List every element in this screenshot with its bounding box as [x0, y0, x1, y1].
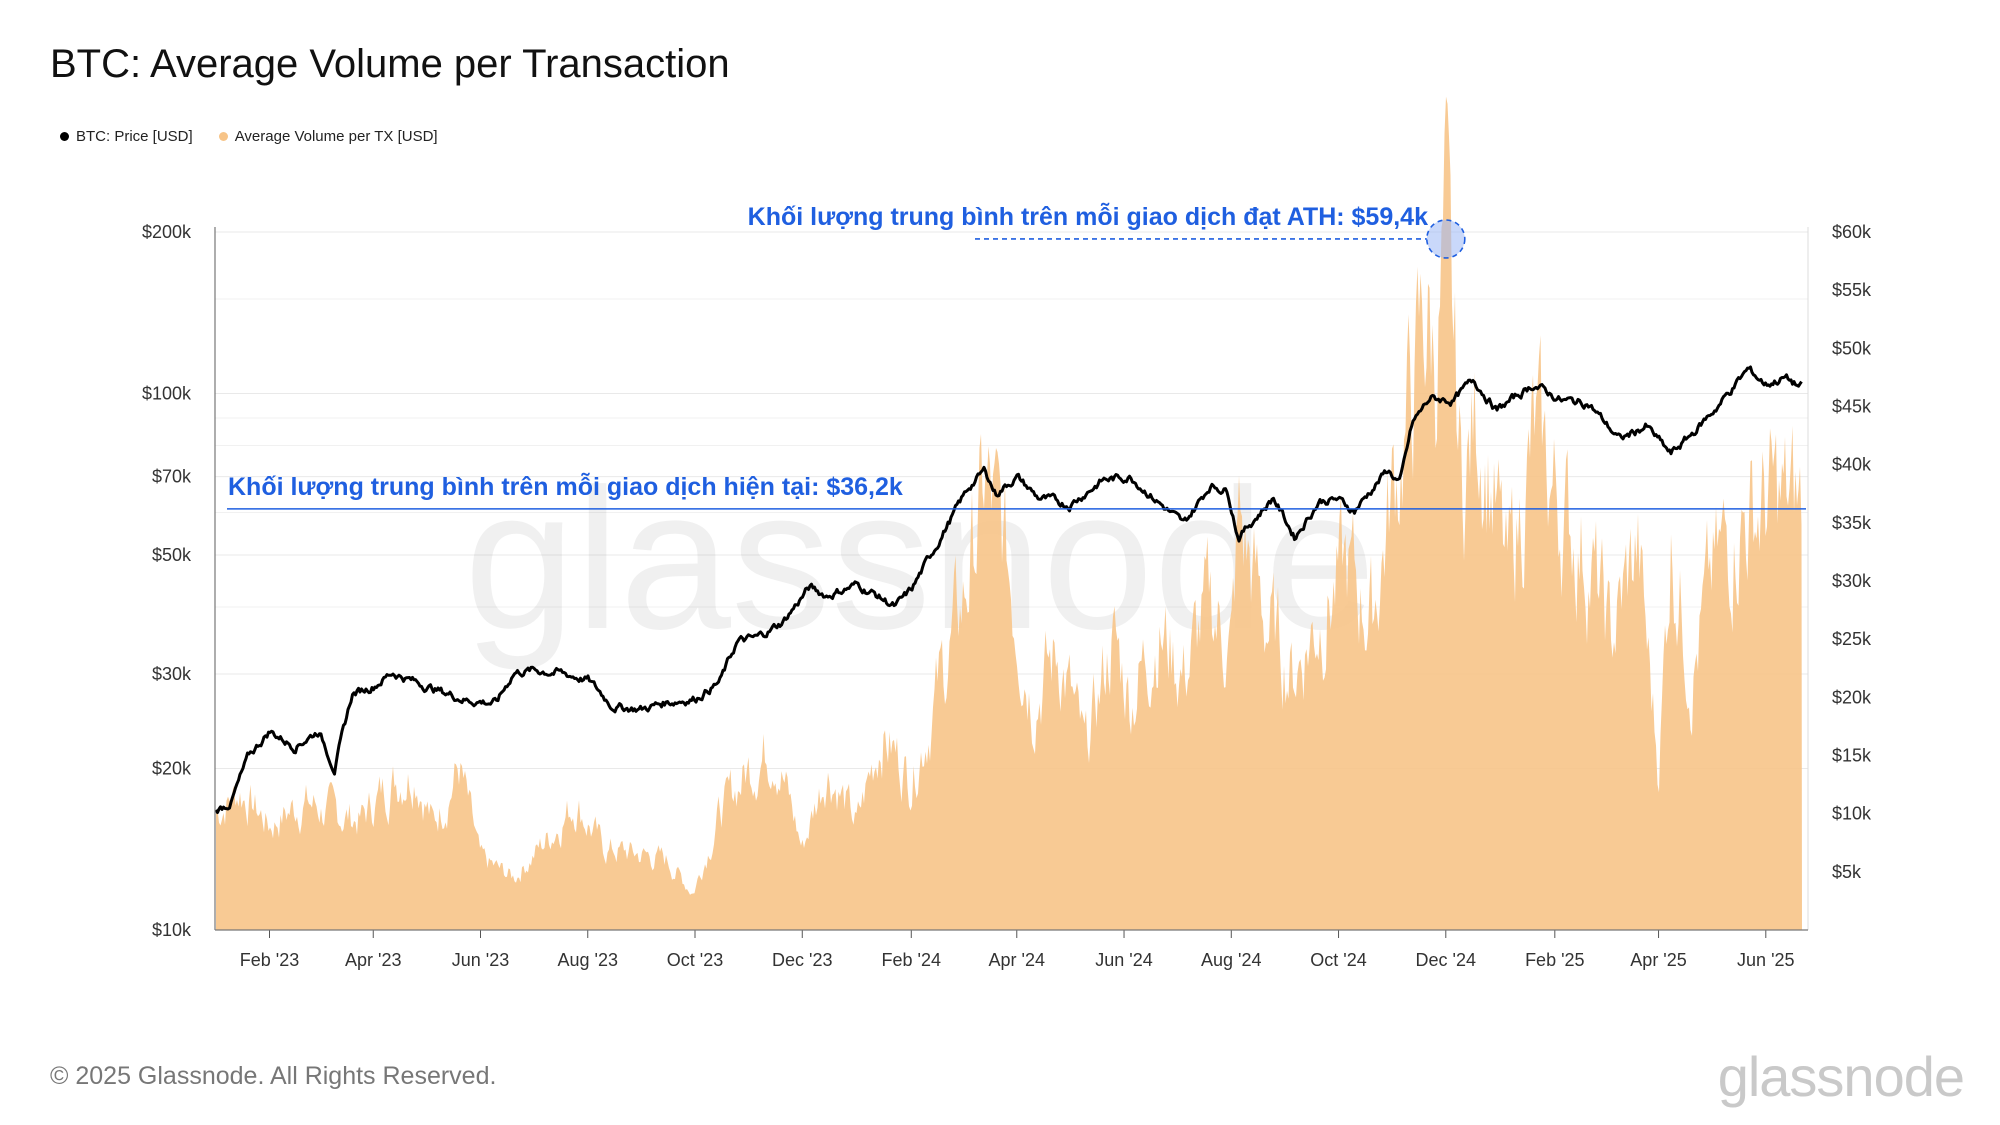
x-tick-label: Apr '23 [345, 950, 401, 970]
y-left-tick-label: $30k [152, 664, 192, 684]
y-left-tick-label: $10k [152, 920, 192, 940]
x-tick-label: Dec '23 [772, 950, 832, 970]
y-right-tick-label: $35k [1832, 513, 1872, 533]
x-tick-label: Feb '24 [882, 950, 941, 970]
legend: BTC: Price [USD] Average Volume per TX [… [60, 128, 438, 145]
x-tick-label: Jun '23 [452, 950, 509, 970]
y-right-tick-label: $60k [1832, 222, 1872, 242]
y-left-tick-label: $200k [142, 222, 192, 242]
y-left-tick-label: $20k [152, 758, 192, 778]
legend-price-marker [60, 132, 69, 141]
legend-item-price[interactable]: BTC: Price [USD] [60, 128, 193, 145]
ath-label: Khối lượng trung bình trên mỗi giao dịch… [748, 201, 1428, 231]
x-tick-label: Feb '25 [1525, 950, 1584, 970]
x-tick-label: Feb '23 [240, 950, 299, 970]
y-left-tick-label: $70k [152, 467, 192, 487]
x-tick-label: Oct '23 [667, 950, 723, 970]
ath-marker [1425, 219, 1466, 259]
x-tick-label: Apr '25 [1630, 950, 1686, 970]
y-right-tick-label: $5k [1832, 862, 1862, 882]
price-series [214, 365, 1803, 814]
volume-series [216, 96, 1802, 931]
annotations: Khối lượng trung bình trên mỗi giao dịch… [227, 201, 1806, 510]
chart-title: BTC: Average Volume per Transaction [50, 42, 730, 86]
x-tick-label: Jun '24 [1095, 950, 1152, 970]
y-right-tick-label: $20k [1832, 687, 1872, 707]
watermark-text: glassnode [464, 448, 1376, 671]
copyright: © 2025 Glassnode. All Rights Reserved. [50, 1062, 497, 1090]
y-right-tick-label: $30k [1832, 571, 1872, 591]
x-tick-label: Aug '23 [558, 950, 619, 970]
legend-volume-marker [218, 132, 228, 141]
x-tick-label: Aug '24 [1201, 950, 1262, 970]
y-right-tick-label: $55k [1832, 280, 1872, 300]
gridlines [215, 231, 1808, 931]
x-tick-label: Dec '24 [1416, 950, 1476, 970]
x-tick-label: Oct '24 [1310, 950, 1366, 970]
legend-price-label: BTC: Price [USD] [76, 128, 193, 145]
y-left-tick-label: $100k [142, 384, 192, 404]
brand-logo: glassnode [1717, 1045, 1965, 1108]
x-tick-label: Apr '24 [989, 950, 1045, 970]
y-right-tick-label: $25k [1832, 629, 1872, 649]
price-line [214, 365, 1803, 814]
current-level-label: Khối lượng trung bình trên mỗi giao dịch… [228, 471, 903, 501]
legend-item-volume[interactable]: Average Volume per TX [USD] [218, 128, 438, 145]
y-right-tick-label: $45k [1832, 397, 1872, 417]
volume-area [216, 96, 1802, 931]
y-right-tick-label: $10k [1832, 804, 1872, 824]
legend-volume-label: Average Volume per TX [USD] [234, 128, 438, 145]
y-right-tick-label: $40k [1832, 455, 1872, 475]
x-tick-label: Jun '25 [1737, 950, 1794, 970]
y-right-tick-label: $15k [1832, 746, 1872, 766]
y-left-tick-label: $50k [152, 545, 192, 565]
axes: $10k $20k $30k $50k $70k $100k $200k $5k $10k $15… [142, 222, 1872, 970]
y-right-tick-label: $50k [1832, 338, 1872, 358]
